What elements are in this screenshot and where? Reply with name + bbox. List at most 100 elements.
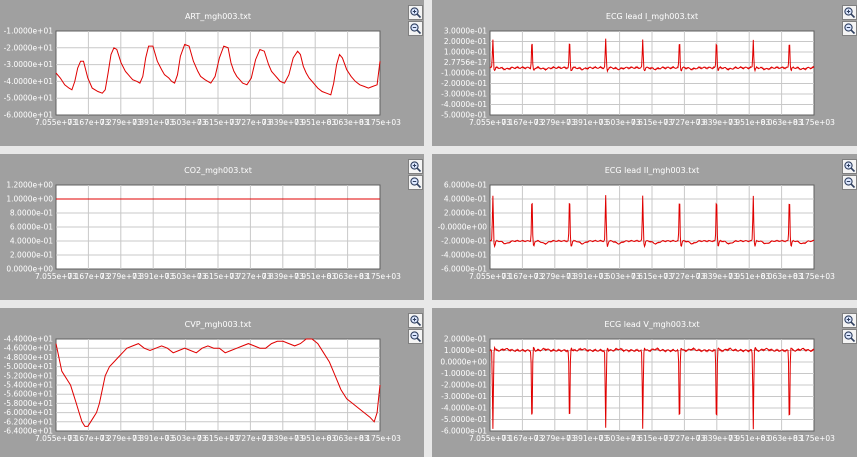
x-tick-label: 7.391e+03: [566, 434, 608, 443]
y-tick-label: -5.2000e+01: [4, 371, 54, 380]
x-tick-label: 8.175e+03: [359, 118, 401, 127]
x-tick-label: 7.615e+03: [197, 272, 239, 281]
x-tick-label: 7.279e+03: [100, 272, 142, 281]
x-tick-label: 8.175e+03: [793, 118, 835, 127]
series-line: [489, 195, 815, 249]
y-tick-label: 0.0000e+00: [6, 265, 53, 274]
x-tick-label: 7.503e+03: [599, 272, 641, 281]
x-tick-label: 7.615e+03: [631, 272, 673, 281]
zoom-in-button[interactable]: [842, 313, 857, 328]
y-tick-label: 1.2000e+00: [6, 181, 53, 190]
x-tick-label: 7.167e+03: [67, 434, 109, 443]
y-tick-label: 1.0000e+00: [6, 195, 53, 204]
zoom-in-button[interactable]: [408, 313, 423, 328]
chart-svg: ART_mgh003.txt 7.055e+037.167e+037.279e+0…: [4, 12, 402, 127]
x-tick-label: 7.951e+03: [728, 272, 770, 281]
chart-panel-3: CO2_mgh003.txt 7.055e+03 7.167e+03 7.279e+0…: [0, 154, 424, 300]
y-tick-label: -6.4000e+01: [4, 427, 54, 436]
x-tick-label: 7.167e+03: [501, 272, 543, 281]
chart-title: ECG lead V_mgh003.txt: [604, 320, 699, 329]
x-tick-label: 7.951e+03: [294, 118, 336, 127]
zoom-out-icon: [844, 23, 856, 35]
x-tick-label: 7.727e+03: [229, 272, 271, 281]
x-tick-label: 7.279e+03: [534, 118, 576, 127]
x-tick-label: 7.615e+03: [197, 118, 239, 127]
y-tick-label: -5.4000e+01: [4, 381, 54, 390]
x-tick-label: 7.839e+03: [262, 272, 304, 281]
x-tick-label: 7.503e+03: [599, 118, 641, 127]
x-tick-label: 8.063e+03: [327, 118, 369, 127]
y-tick-label: -2.0000e-01: [441, 237, 487, 246]
series-line: [489, 38, 815, 73]
x-tick-label: 7.839e+03: [696, 118, 738, 127]
y-tick-label: -2.0000e-01: [441, 79, 487, 88]
y-tick-label: 6.0000e-01: [10, 223, 53, 232]
zoom-out-button[interactable]: [842, 21, 857, 36]
x-tick-label: 7.167e+03: [67, 272, 109, 281]
x-tick-label: 8.175e+03: [793, 272, 835, 281]
x-tick-label: 7.279e+03: [534, 434, 576, 443]
x-tick-label: 7.727e+03: [663, 118, 705, 127]
x-tick-label: 7.167e+03: [501, 118, 543, 127]
x-tick-label: 8.063e+03: [761, 118, 803, 127]
zoom-out-icon: [844, 177, 856, 189]
chart-svg: CO2_mgh003.txt 7.055e+037.167e+037.279e+0…: [6, 166, 401, 281]
zoom-out-icon: [410, 177, 422, 189]
y-tick-label: 3.0000e-01: [444, 27, 487, 36]
x-tick-label: 7.615e+03: [197, 434, 239, 443]
zoom-out-button[interactable]: [408, 175, 423, 190]
zoom-in-button[interactable]: [408, 159, 423, 174]
zoom-out-icon: [410, 331, 422, 343]
x-tick-label: 7.839e+03: [696, 434, 738, 443]
y-tick-label: -4.0000e+01: [4, 77, 54, 86]
x-tick-label: 7.503e+03: [165, 272, 207, 281]
x-tick-label: 7.951e+03: [294, 434, 336, 443]
x-tick-label: 7.167e+03: [501, 434, 543, 443]
zoom-out-button[interactable]: [408, 21, 423, 36]
x-tick-label: 7.727e+03: [229, 434, 271, 443]
y-tick-label: -4.0000e-01: [441, 251, 487, 260]
x-tick-label: 7.391e+03: [132, 272, 174, 281]
chart-svg: ECG lead II_mgh003.txt 7.055e+037.167e+03…: [438, 166, 836, 281]
zoom-out-button[interactable]: [842, 329, 857, 344]
x-tick-label: 7.279e+03: [100, 434, 142, 443]
y-tick-label: -5.0000e+01: [4, 362, 54, 371]
x-tick-label: 7.503e+03: [599, 434, 641, 443]
zoom-in-button[interactable]: [842, 159, 857, 174]
chart-svg: CVP_mgh003.txt 7.055e+037.167e+037.279e+0…: [4, 320, 402, 443]
zoom-out-button[interactable]: [408, 329, 423, 344]
zoom-out-icon: [844, 331, 856, 343]
y-tick-label: -5.6000e+01: [4, 390, 54, 399]
chart-svg: ECG lead V_mgh003.txt7.055e+037.167e+037…: [440, 320, 835, 443]
x-tick-label: 8.063e+03: [761, 272, 803, 281]
x-tick-label: 8.175e+03: [359, 272, 401, 281]
y-tick-label: 2.7756e-17: [444, 58, 487, 67]
y-tick-label: 1.0000e-01: [444, 48, 487, 57]
y-tick-label: -3.0000e-01: [441, 90, 487, 99]
chart-title: ART_mgh003.txt: [185, 12, 251, 21]
x-tick-label: 7.951e+03: [728, 434, 770, 443]
y-tick-label: -4.0000e-01: [441, 404, 487, 413]
x-tick-label: 7.951e+03: [728, 118, 770, 127]
zoom-in-button[interactable]: [408, 5, 423, 20]
x-tick-label: 7.055e+03: [469, 434, 511, 443]
y-tick-label: 4.0000e-01: [444, 195, 487, 204]
zoom-out-button[interactable]: [842, 175, 857, 190]
x-tick-label: 7.391e+03: [566, 272, 608, 281]
y-tick-label: -5.8000e+01: [4, 399, 54, 408]
y-tick-label: -6.0000e-01: [441, 265, 487, 274]
y-tick-label: -1.0000e+01: [4, 27, 54, 36]
x-tick-label: 7.839e+03: [696, 272, 738, 281]
x-tick-label: 7.951e+03: [294, 272, 336, 281]
x-tick-label: 7.839e+03: [262, 118, 304, 127]
y-tick-label: 2.0000e-01: [444, 209, 487, 218]
y-tick-label: -6.0000e+01: [4, 408, 54, 417]
zoom-in-button[interactable]: [842, 5, 857, 20]
x-tick-label: 8.063e+03: [761, 434, 803, 443]
y-tick-label: -1.0000e-01: [441, 69, 487, 78]
x-tick-label: 7.839e+03: [262, 434, 304, 443]
y-tick-label: -6.0000e+01: [4, 111, 54, 120]
y-tick-label: -0.0000e+00: [438, 223, 488, 232]
y-tick-label: -2.0000e+01: [4, 43, 54, 52]
series-line: [55, 43, 381, 96]
